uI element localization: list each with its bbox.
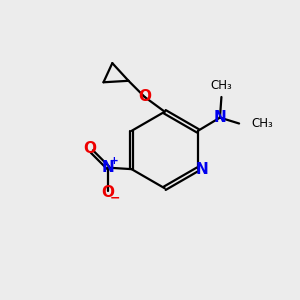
Text: N: N [195, 162, 208, 177]
Text: N: N [102, 160, 114, 175]
Text: +: + [110, 156, 119, 166]
Text: O: O [101, 185, 115, 200]
Text: CH₃: CH₃ [251, 117, 273, 130]
Text: −: − [109, 191, 120, 204]
Text: CH₃: CH₃ [211, 79, 232, 92]
Text: N: N [214, 110, 226, 125]
Text: O: O [138, 89, 151, 104]
Text: O: O [84, 141, 97, 156]
